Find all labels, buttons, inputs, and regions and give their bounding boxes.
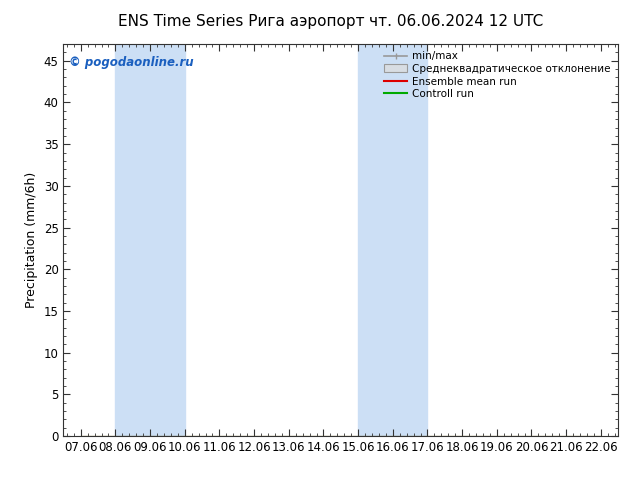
Y-axis label: Precipitation (mm/6h): Precipitation (mm/6h)	[25, 172, 38, 308]
Text: © pogodaonline.ru: © pogodaonline.ru	[69, 56, 193, 69]
Bar	[358, 44, 427, 436]
Legend: min/max, Среднеквадратическое отклонение, Ensemble mean run, Controll run: min/max, Среднеквадратическое отклонение…	[382, 49, 613, 101]
Text: ENS Time Series Рига аэропорт: ENS Time Series Рига аэропорт	[118, 14, 364, 29]
Bar	[115, 44, 184, 436]
Text: чт. 06.06.2024 12 UTC: чт. 06.06.2024 12 UTC	[370, 14, 543, 29]
